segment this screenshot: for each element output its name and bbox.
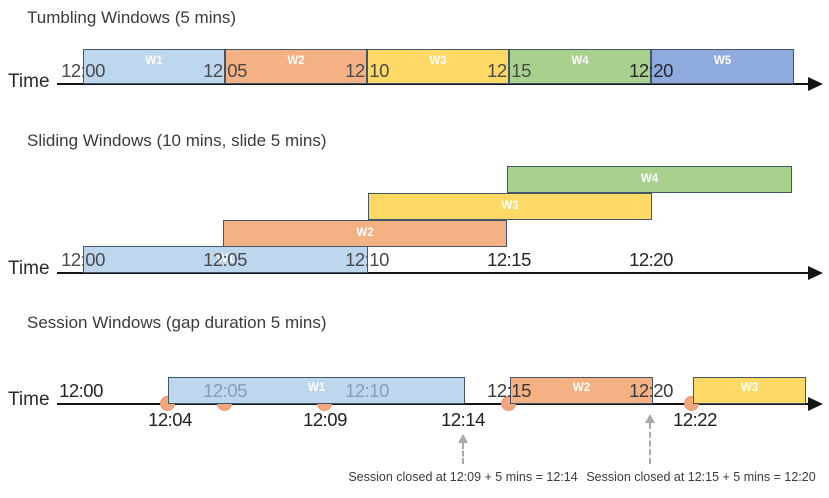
- tumbling-window-w1: W1: [83, 49, 225, 84]
- window-label: W1: [216, 252, 235, 265]
- event-time-1209: 12:09: [303, 409, 347, 430]
- session-closed-annotation-2: Session closed at 12:15 + 5 mins = 12:20: [586, 470, 816, 484]
- tumbling-tick-1205: 12:05: [203, 60, 247, 81]
- tumbling-axis-arrowhead-icon: [808, 77, 823, 91]
- tumbling-time-axis: [57, 83, 812, 85]
- window-label: W4: [571, 55, 589, 67]
- session-tick-1200: 12:00: [59, 380, 103, 401]
- tumbling-section-title: Tumbling Windows (5 mins): [27, 8, 237, 27]
- sliding-window-w2: W2: [223, 220, 507, 247]
- tumbling-time-axis-label: Time: [8, 71, 50, 92]
- dashed-arrow-line: [649, 423, 651, 464]
- session-closed-annotation-1: Session closed at 12:09 + 5 mins = 12:14: [348, 470, 578, 484]
- window-label: W5: [713, 55, 732, 67]
- window-label: W2: [287, 55, 305, 67]
- dashed-arrow-line: [462, 443, 464, 464]
- sliding-tick-1220: 12:20: [629, 249, 673, 270]
- session-time-axis: [57, 403, 812, 405]
- window-label: W4: [640, 172, 659, 185]
- session-tick-1205: 12:05: [203, 380, 247, 401]
- session-window-w1: W1: [168, 377, 465, 404]
- window-label: W2: [356, 226, 374, 239]
- tumbling-window-w2: W2: [225, 49, 367, 84]
- window-label: W3: [429, 55, 447, 67]
- sliding-window-w3: W3: [368, 193, 652, 220]
- session-tick-1210: 12:10: [345, 380, 389, 401]
- session-tick-1220: 12:20: [629, 380, 673, 401]
- arrow-up-icon: [645, 414, 655, 423]
- sliding-window-w1: W1: [83, 246, 368, 273]
- session-section-title: Session Windows (gap duration 5 mins): [27, 313, 327, 332]
- sliding-tick-1205: 12:05: [203, 249, 247, 270]
- tumbling-tick-1215: 12:15: [487, 60, 531, 81]
- window-label: W3: [501, 199, 519, 212]
- session-axis-arrowhead-icon: [808, 397, 823, 411]
- tumbling-tick-1220: 12:20: [629, 60, 673, 81]
- session-time-axis-label: Time: [8, 389, 50, 410]
- tumbling-tick-1200: 12:00: [61, 60, 105, 81]
- sliding-tick-1200: 12:00: [61, 249, 105, 270]
- tumbling-window-w3: W3: [367, 49, 509, 84]
- tumbling-window-w5: W5: [651, 49, 794, 84]
- sliding-tick-1210: 12:10: [345, 249, 389, 270]
- sliding-time-axis-label: Time: [8, 258, 50, 279]
- session-window-w3: W3: [693, 377, 806, 404]
- window-label: W3: [740, 382, 759, 394]
- sliding-axis-arrowhead-icon: [808, 266, 823, 280]
- tumbling-tick-1210: 12:10: [345, 60, 389, 81]
- tumbling-window-w4: W4: [509, 49, 651, 84]
- session-close-time-1214: 12:14: [441, 409, 485, 430]
- session-tick-1215: 12:15: [487, 380, 531, 401]
- window-label: W1: [307, 382, 326, 394]
- sliding-time-axis: [57, 272, 812, 274]
- sliding-tick-1215: 12:15: [487, 249, 531, 270]
- window-label: W2: [572, 382, 591, 394]
- session-window-w2: W2: [510, 377, 653, 404]
- sliding-section-title: Sliding Windows (10 mins, slide 5 mins): [27, 131, 327, 150]
- window-label: W1: [145, 55, 163, 67]
- arrow-up-icon: [458, 434, 468, 443]
- event-time-1222: 12:22: [673, 409, 717, 430]
- event-time-1204: 12:04: [148, 409, 192, 430]
- sliding-window-w4: W4: [507, 166, 792, 193]
